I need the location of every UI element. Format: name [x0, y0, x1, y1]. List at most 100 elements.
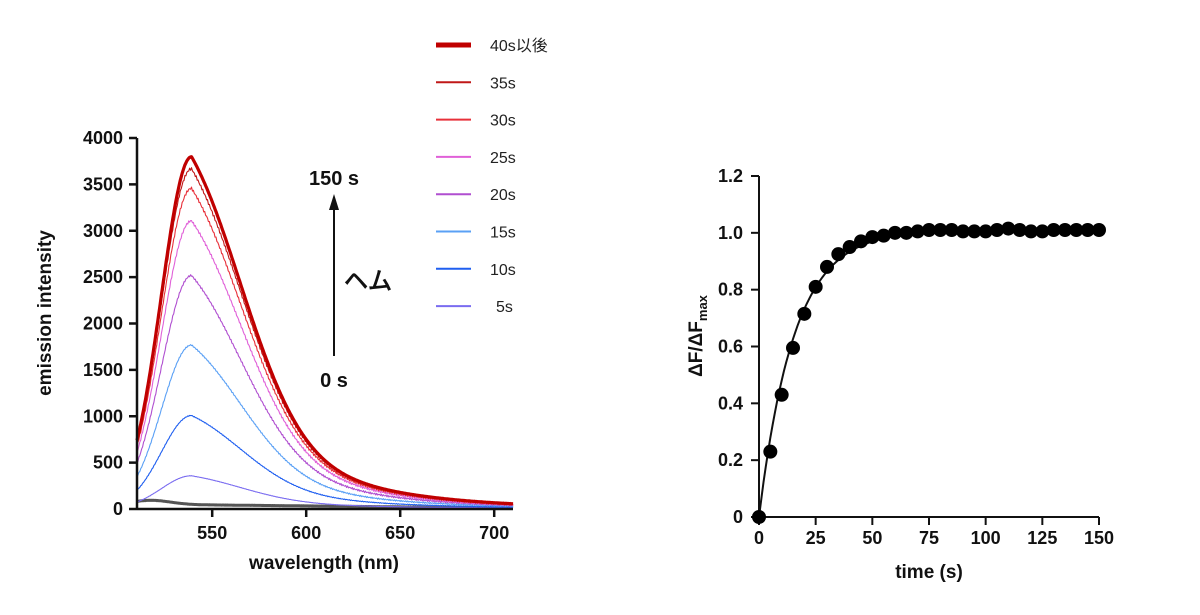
- data-points: [752, 221, 1106, 524]
- right-x-axis-title: time (s): [895, 562, 963, 583]
- left-y-tick-label: 1500: [83, 360, 123, 380]
- spectra-series-group: [135, 155, 514, 510]
- left-y-tick-label: 500: [93, 453, 123, 473]
- left-y-axis-title: emission intensity: [35, 230, 56, 396]
- legend-item: 5s: [436, 299, 513, 316]
- right-x-tick-label: 50: [862, 528, 882, 548]
- spectrum-line-40ss: [135, 155, 514, 506]
- legend-label: 25s: [490, 150, 516, 167]
- legend-label: 40s以後: [490, 37, 548, 55]
- left-y-tick-label: 2000: [83, 314, 123, 334]
- legend-label: 35s: [490, 75, 516, 92]
- arrow-side-label: ヘム: [344, 267, 392, 295]
- legend-label: 20s: [490, 187, 516, 204]
- data-point: [1069, 222, 1084, 237]
- legend-item: 40s以後: [436, 37, 548, 55]
- right-x-tick-label: 0: [754, 528, 764, 548]
- right-y-tick-label: 1.2: [718, 166, 743, 186]
- left-x-axis-title: wavelength (nm): [248, 553, 399, 574]
- spectrum-line-10ss: [136, 414, 514, 508]
- data-point: [1035, 224, 1050, 239]
- data-point: [990, 222, 1004, 237]
- legend-item: 15s: [436, 225, 516, 242]
- left-y-tick-label: 0: [113, 499, 123, 519]
- left-y-tick-label: 4000: [83, 128, 123, 148]
- data-point: [797, 306, 812, 321]
- data-point: [1046, 222, 1061, 237]
- data-point: [978, 224, 993, 239]
- arrow-up-icon: [329, 194, 339, 210]
- data-point: [876, 228, 891, 243]
- left-y-tick-label: 1000: [83, 406, 123, 426]
- data-point: [854, 234, 868, 249]
- right-x-tick-label: 75: [919, 528, 939, 548]
- right-y-tick-label: 0: [733, 507, 743, 527]
- legend: 40s以後 35s 30s 25s 20s 15s 10s 5s: [436, 37, 548, 316]
- data-point: [910, 224, 925, 239]
- right-y-tick-label: 0.6: [718, 337, 743, 357]
- data-point: [820, 259, 834, 274]
- data-point: [865, 230, 880, 245]
- time-arrow-annotation: 150 s 0 s ヘム: [309, 168, 392, 392]
- data-point: [899, 225, 914, 240]
- left-x-ticks: 550 600 650 700: [197, 509, 509, 543]
- right-y-axis-title: ΔF/ΔFmax: [686, 294, 710, 377]
- right-y-tick-label: 1.0: [718, 223, 743, 243]
- legend-item: 35s: [436, 75, 516, 92]
- data-point: [922, 222, 936, 237]
- data-point: [933, 222, 948, 237]
- legend-item: 25s: [436, 150, 516, 167]
- spectrum-line-25ss: [136, 219, 514, 507]
- right-x-tick-label: 150: [1084, 528, 1114, 548]
- legend-label: 30s: [490, 113, 516, 130]
- data-point: [808, 279, 823, 294]
- fit-curve: [758, 229, 1099, 518]
- right-y-axis-title-main: ΔF/ΔF: [686, 321, 707, 377]
- right-y-ticks: 0 0.2 0.4 0.6 0.8 1.0 1.2: [718, 166, 759, 527]
- data-point: [774, 387, 789, 402]
- data-point: [956, 224, 970, 239]
- arrow-top-label: 150 s: [309, 168, 359, 190]
- data-point: [1092, 222, 1106, 237]
- data-point: [888, 225, 902, 240]
- right-x-tick-label: 25: [806, 528, 826, 548]
- left-y-tick-label: 2500: [83, 267, 123, 287]
- right-y-tick-label: 0.4: [718, 393, 743, 413]
- left-y-ticks: 0 500 1000 1500 2000 2500 3000 3500 4000: [83, 128, 137, 519]
- data-point: [763, 444, 778, 459]
- left-x-tick-label: 550: [197, 523, 227, 543]
- data-point: [752, 510, 766, 524]
- spectrum-line-35ss: [136, 167, 514, 506]
- right-y-tick-label: 0.2: [718, 450, 743, 470]
- data-point: [1024, 224, 1038, 239]
- spectrum-line-5ss: [136, 475, 513, 509]
- right-x-tick-label: 100: [971, 528, 1001, 548]
- right-x-tick-label: 125: [1027, 528, 1057, 548]
- data-point: [1058, 222, 1072, 237]
- kinetics-chart: 0 0.2 0.4 0.6 0.8 1.0 1.2 0 25 50 75 100 125 150 tim…: [686, 166, 1114, 583]
- legend-item: 30s: [436, 113, 516, 130]
- left-x-tick-label: 600: [291, 523, 321, 543]
- legend-label: 5s: [496, 299, 513, 316]
- legend-label: 10s: [490, 262, 516, 279]
- data-point: [842, 240, 857, 255]
- arrow-bottom-label: 0 s: [320, 370, 348, 392]
- left-y-tick-label: 3500: [83, 174, 123, 194]
- data-point: [944, 222, 959, 237]
- spectrum-line-15ss: [136, 344, 514, 508]
- legend-item: 20s: [436, 187, 516, 204]
- right-y-axis-title-sub: max: [695, 294, 710, 321]
- data-point: [831, 247, 846, 262]
- data-point: [967, 224, 982, 239]
- left-x-tick-label: 650: [385, 523, 415, 543]
- emission-spectra-chart: 0 500 1000 1500 2000 2500 3000 3500 4000 550 600 6…: [35, 37, 548, 574]
- data-point: [1012, 222, 1027, 237]
- right-y-tick-label: 0.8: [718, 280, 743, 300]
- right-x-ticks: 0 25 50 75 100 125 150: [754, 517, 1114, 548]
- legend-label: 15s: [490, 225, 516, 242]
- left-x-tick-label: 700: [479, 523, 509, 543]
- data-point: [786, 340, 800, 355]
- data-point: [1080, 222, 1095, 237]
- data-point: [1001, 221, 1016, 236]
